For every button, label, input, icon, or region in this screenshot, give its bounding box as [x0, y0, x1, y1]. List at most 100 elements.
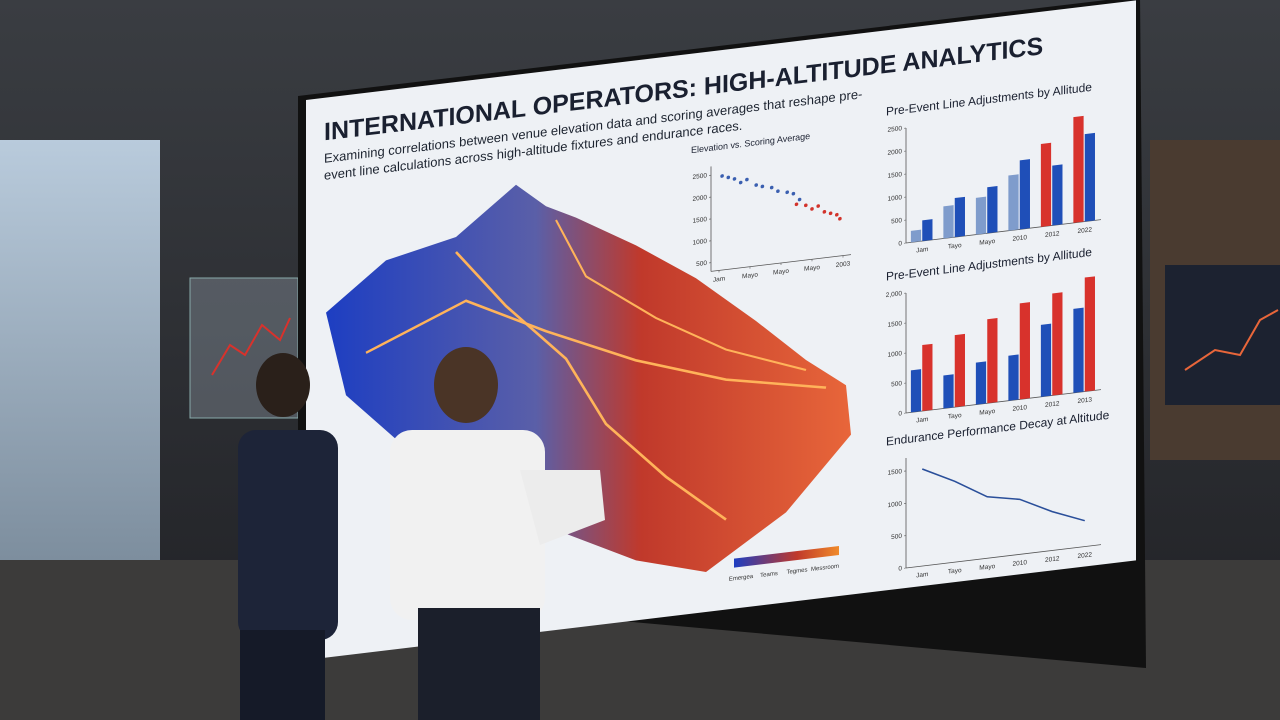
bar [1008, 174, 1019, 231]
terrain-contour [365, 299, 827, 389]
x-tick-label: 2013 [1078, 396, 1093, 405]
y-tick-label: 1500 [693, 216, 708, 225]
map-legend-label: Messroom [811, 564, 839, 573]
bar [1052, 164, 1063, 226]
scatter-point [726, 175, 731, 180]
x-tick-label: 2012 [1045, 555, 1060, 564]
map-legend-bar [734, 546, 839, 568]
y-tick-label: 500 [696, 260, 707, 268]
person-man [390, 347, 605, 720]
x-tick-label: Jam [916, 571, 928, 579]
x-tick-label: 2010 [1013, 234, 1028, 243]
scatter-point [822, 210, 827, 214]
bar [943, 205, 954, 239]
y-tick-label: 1000 [888, 350, 903, 359]
bar [1019, 159, 1030, 230]
line [921, 468, 1086, 522]
y-tick-label: 500 [891, 533, 902, 541]
y-tick-label: 2000 [888, 148, 903, 157]
x-tick-label: Tayo [948, 567, 962, 576]
bar [922, 219, 933, 242]
scatter-point [838, 216, 842, 221]
y-tick-label: 1500 [888, 320, 903, 329]
bar [987, 318, 998, 404]
x-tick-label: Jam [916, 416, 928, 424]
bar [987, 186, 998, 234]
bar [1019, 302, 1030, 400]
x-tick-label: Mayo [804, 264, 820, 273]
scatter-point [738, 180, 743, 185]
x-tick-label: Mayo [979, 563, 995, 572]
x-tick-label: 2012 [1045, 230, 1060, 239]
y-tick-label: 0 [898, 410, 902, 417]
bar [943, 374, 954, 409]
bar [975, 361, 987, 405]
y-tick-label: 0 [898, 240, 902, 247]
scatter-point [776, 189, 780, 193]
window [0, 140, 160, 560]
bar [1073, 115, 1084, 223]
bar [1084, 276, 1095, 392]
x-tick-label: 2022 [1078, 551, 1093, 560]
x-axis [906, 389, 1101, 414]
y-tick-label: 1500 [888, 468, 903, 477]
x-tick-label: 2003 [836, 260, 851, 269]
y-tick-label: 500 [891, 380, 902, 388]
bar [910, 369, 922, 413]
scatter-point [797, 197, 802, 202]
scatter-point [769, 185, 774, 190]
x-tick-label: 2022 [1078, 226, 1093, 235]
x-tick-label: Tayo [948, 412, 962, 421]
bar [954, 333, 965, 408]
scatter-point [791, 191, 796, 196]
y-tick-label: 2500 [888, 125, 903, 134]
x-tick-label: Tayo [948, 242, 962, 251]
map-legend: Emergea Teams Tegmes Messroom [729, 564, 839, 583]
bar [1008, 354, 1019, 401]
y-tick-label: 2,000 [886, 290, 903, 299]
terrain-contour [555, 219, 807, 371]
scatter-point [745, 177, 749, 182]
x-tick-label: Jam [916, 246, 928, 254]
scatter-point [816, 204, 821, 208]
scatter-point [754, 183, 759, 187]
x-tick-label: Mayo [773, 268, 789, 277]
scatter-point [804, 203, 808, 208]
scatter-point [760, 184, 765, 189]
scatter-point [810, 207, 814, 211]
x-tick-label: 2010 [1013, 404, 1028, 413]
y-tick-label: 2000 [693, 194, 708, 203]
scatter-point [835, 212, 839, 217]
y-tick-label: 1000 [888, 194, 903, 203]
map-legend-label: Teams [760, 571, 778, 579]
scatter-point [732, 177, 737, 181]
map-legend-label: Tegmes [786, 567, 807, 575]
wall-monitor [1165, 265, 1280, 405]
bar [922, 343, 933, 412]
y-tick-label: 1000 [888, 500, 903, 509]
bar [975, 196, 987, 235]
scatter-point [785, 190, 790, 195]
x-axis [906, 544, 1101, 569]
x-tick-label: Mayo [979, 408, 995, 417]
scatter-point [828, 211, 833, 216]
x-tick-label: Mayo [979, 238, 995, 247]
scatter-point [794, 202, 799, 207]
y-tick-label: 0 [898, 565, 902, 572]
charts: Elevation vs. Scoring Average50010001500… [691, 80, 1110, 580]
x-tick-label: Jam [713, 275, 725, 283]
y-tick-label: 2500 [693, 172, 708, 181]
glass-panel-line [211, 317, 291, 376]
y-tick-label: 500 [891, 217, 902, 225]
bar [910, 229, 922, 243]
map-legend-label: Emergea [729, 574, 754, 583]
x-tick-label: 2010 [1013, 559, 1028, 568]
scatter-point [720, 174, 724, 178]
y-tick-label: 1000 [693, 238, 708, 247]
monitor-line [1184, 309, 1279, 371]
bar [954, 196, 965, 238]
x-tick-label: Mayo [742, 271, 758, 280]
terrain-contour [455, 251, 727, 521]
